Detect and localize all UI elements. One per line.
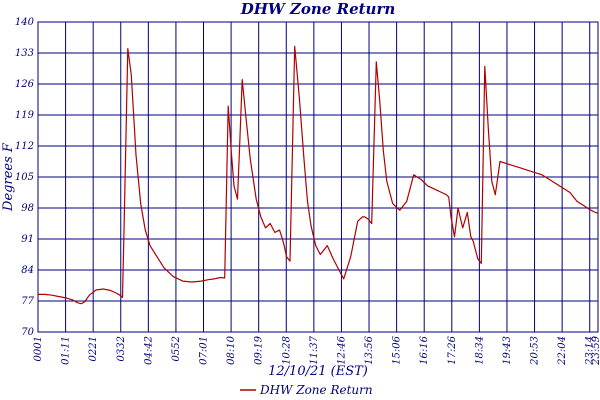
y-tick-label: 84 (21, 265, 34, 276)
x-tick-label: 13:56 (364, 335, 375, 364)
x-tick-label: 10:28 (281, 336, 292, 365)
x-axis-ticks: 0001 01:11 0221 0332 04:42 0552 07:01 08:10 09:1… (33, 335, 600, 365)
y-tick-label: 140 (15, 17, 35, 28)
x-tick-label: 18:34 (474, 336, 485, 365)
y-tick-label: 133 (15, 48, 34, 59)
y-tick-label: 119 (15, 110, 35, 121)
plot-frame (37, 21, 599, 333)
x-tick-label: 04:42 (143, 336, 154, 365)
x-tick-label: 09:19 (254, 335, 265, 364)
x-tick-label: 12:46 (336, 335, 347, 364)
y-tick-label: 77 (21, 296, 34, 307)
y-axis-ticks: 70 77 84 91 98 105 112 119 126 133 140 (15, 17, 35, 338)
x-tick-label: 07:01 (199, 336, 210, 365)
x-tick-label: 19:43 (502, 336, 513, 365)
x-tick-label: 17:26 (447, 335, 458, 364)
y-tick-label: 126 (15, 79, 35, 90)
x-tick-label: 0221 (88, 336, 99, 361)
y-tick-label: 98 (21, 203, 34, 214)
legend-label: DHW Zone Return (259, 383, 373, 397)
x-tick-label: 11:37 (309, 335, 320, 364)
x-tick-label: 16:16 (419, 335, 430, 364)
y-tick-label: 70 (21, 327, 34, 338)
series-line (38, 45, 599, 305)
y-tick-label: 112 (15, 141, 34, 152)
x-tick-label: 01:11 (61, 336, 72, 365)
x-tick-label: 0332 (116, 336, 127, 361)
x-tick-label: 0552 (171, 336, 182, 361)
x-axis-label: 12/10/21 (EST) (268, 364, 368, 379)
x-tick-label: 23:14 (585, 336, 596, 366)
y-tick-label: 105 (15, 172, 34, 183)
y-axis-label: Degrees F (1, 142, 16, 212)
x-tick-label: 20:53 (530, 336, 541, 366)
legend: DHW Zone Return (240, 383, 373, 397)
y-tick-label: 91 (21, 234, 34, 245)
chart-title: DHW Zone Return (240, 0, 396, 18)
x-tick-label: 15:06 (392, 335, 403, 364)
x-tick-label: 0001 (33, 336, 44, 361)
x-tick-label: 08:10 (226, 335, 237, 364)
x-tick-label: 22:04 (557, 336, 568, 366)
grid (38, 22, 598, 332)
series-layer (38, 45, 599, 305)
x-tick-label: 23:59 (591, 335, 600, 365)
